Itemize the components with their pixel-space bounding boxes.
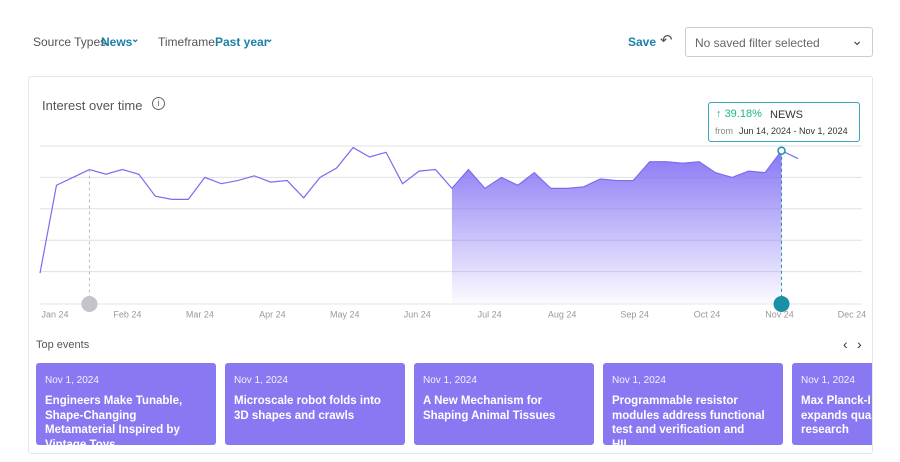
prev-button[interactable]: ‹	[843, 336, 848, 352]
x-tick-label: Oct 24	[694, 309, 721, 319]
source-label: Source Types	[33, 35, 107, 49]
x-tick-label: Dec 24	[838, 309, 867, 319]
x-tick-label: Feb 24	[113, 309, 141, 319]
event-title: A New Mechanism for Shaping Animal Tissu…	[423, 395, 556, 422]
x-tick-label: Jul 24	[478, 309, 502, 319]
event-date: Nov 1, 2024	[234, 375, 288, 386]
line	[39, 146, 799, 274]
events-title: Top events	[36, 339, 90, 351]
chevron: ⌄	[851, 32, 863, 48]
x-tick-label: May 24	[330, 309, 360, 319]
undo-icon[interactable]: ↶	[660, 32, 673, 49]
tooltip-from: from	[715, 126, 733, 136]
event-card[interactable]: Nov 1, 2024 Max Planck-I expands qua rese…	[792, 363, 872, 445]
timeframe-label: Timeframe	[158, 35, 215, 49]
chevron: ⌄	[131, 34, 140, 45]
highlight-area	[451, 150, 782, 303]
save-button[interactable]: Save	[628, 35, 657, 49]
tooltip: ↑ 39.18% NEWS from Jun 14, 2024 - Nov 1,…	[708, 102, 860, 142]
next-button[interactable]: ›	[857, 336, 862, 352]
tooltip-change: ↑ 39.18%	[716, 108, 762, 120]
event-card[interactable]: Nov 1, 2024 A New Mechanism for Shaping A…	[414, 363, 594, 445]
event-title: Programmable resistor modules address fu…	[612, 395, 765, 445]
source-value[interactable]: News	[101, 35, 133, 49]
event-title: Microscale robot folds into 3D shapes an…	[234, 395, 381, 422]
event-card[interactable]: Nov 1, 2024 Programmable resistor modules…	[603, 363, 783, 445]
saved-filter-select[interactable]: No saved filter selected ⌄	[685, 27, 873, 57]
event-date: Nov 1, 2024	[612, 375, 666, 386]
tooltip-series: NEWS	[770, 109, 803, 121]
event-card[interactable]: Nov 1, 2024 Engineers Make Tunable, Shape…	[36, 363, 216, 445]
x-tick-label: Nov 24	[765, 309, 794, 319]
timeframe-value[interactable]: Past year	[215, 35, 269, 49]
x-tick-label: Jun 24	[404, 309, 431, 319]
event-title: Max Planck-I expands qua research	[801, 395, 872, 436]
event-date: Nov 1, 2024	[801, 375, 855, 386]
chevron: ⌄	[265, 34, 274, 45]
saved-filter-text: No saved filter selected	[695, 36, 820, 50]
x-tick-label: Sep 24	[620, 309, 649, 319]
event-marker	[773, 296, 790, 312]
event-marker	[81, 296, 98, 312]
event-date: Nov 1, 2024	[423, 375, 477, 386]
panel	[28, 76, 873, 454]
events-row: Nov 1, 2024 Engineers Make Tunable, Shape…	[36, 363, 872, 445]
event-title: Engineers Make Tunable, Shape-Changing M…	[45, 395, 183, 445]
tooltip-change-value: 39.18%	[724, 108, 762, 120]
x-tick-label: Mar 24	[186, 309, 214, 319]
tooltip-range: Jun 14, 2024 - Nov 1, 2024	[739, 126, 848, 136]
x-tick-label: Jan 24	[41, 309, 68, 319]
event-date: Nov 1, 2024	[45, 375, 99, 386]
x-tick-label: Apr 24	[259, 309, 286, 319]
event-card[interactable]: Nov 1, 2024 Microscale robot folds into 3…	[225, 363, 405, 445]
panel-title: Interest over time	[42, 98, 143, 113]
info-icon[interactable]: i	[152, 97, 165, 110]
hover-point	[777, 146, 786, 155]
x-tick-label: Aug 24	[548, 309, 577, 319]
